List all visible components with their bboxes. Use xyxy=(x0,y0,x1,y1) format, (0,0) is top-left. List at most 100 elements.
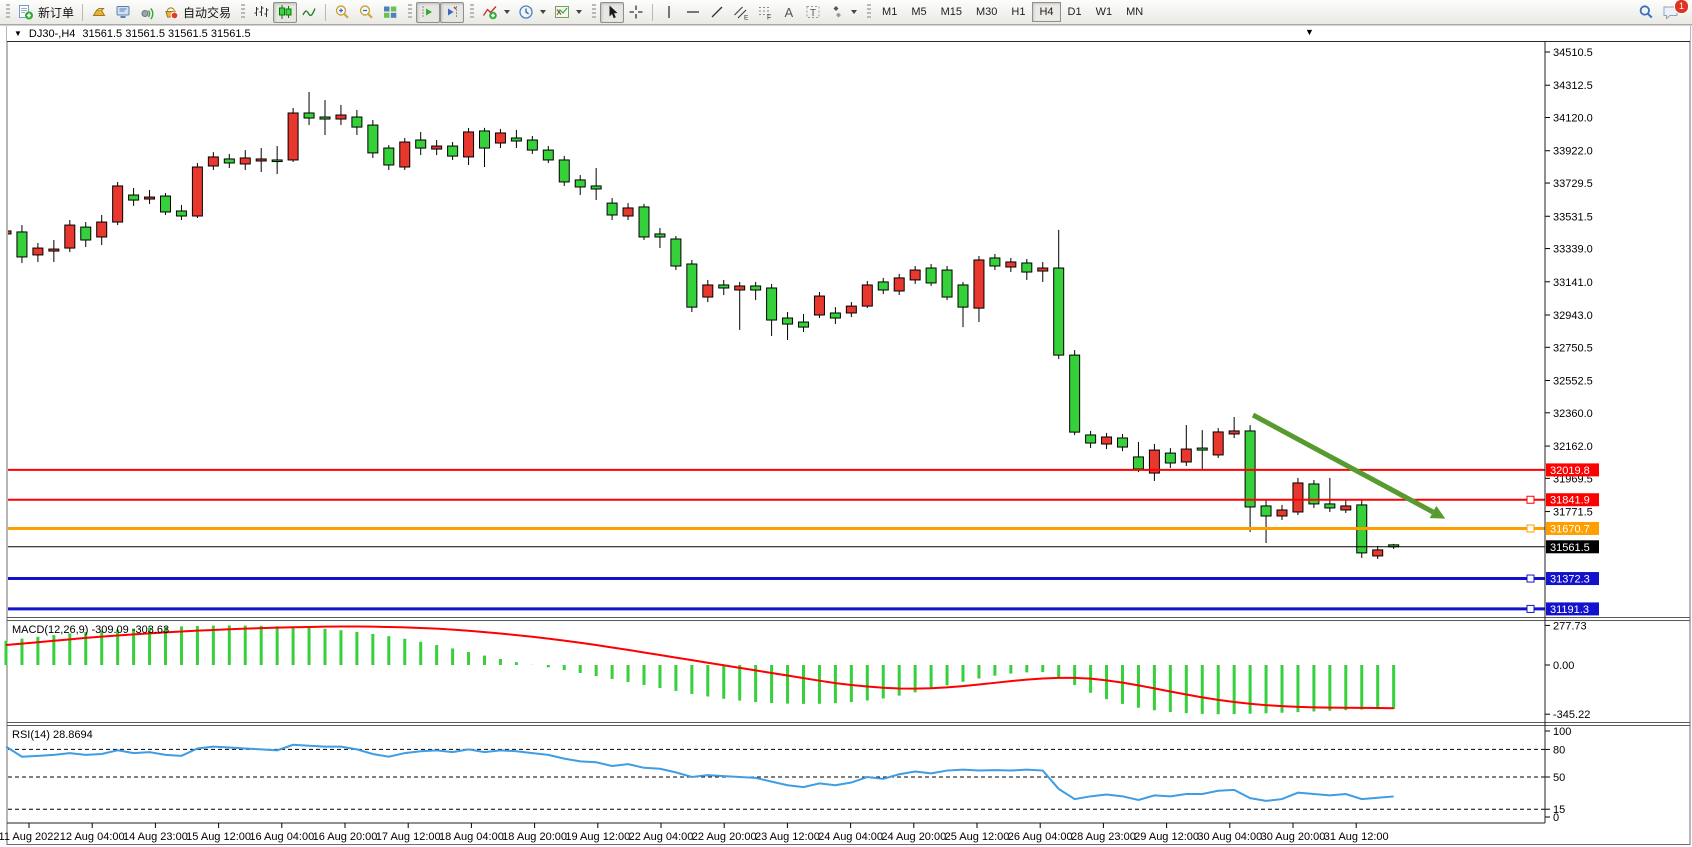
svg-text:31561.5: 31561.5 xyxy=(1550,542,1590,554)
timeframe-h1[interactable]: H1 xyxy=(1004,2,1032,22)
timeframe-m30[interactable]: M30 xyxy=(969,2,1004,22)
timeframe-m1[interactable]: M1 xyxy=(875,2,904,22)
fibonacci-button[interactable]: F xyxy=(753,2,777,23)
toolbar-grip[interactable] xyxy=(241,4,246,20)
indicators-button[interactable] xyxy=(478,2,514,23)
timeframe-mn[interactable]: MN xyxy=(1119,2,1150,22)
svg-text:31372.3: 31372.3 xyxy=(1550,574,1590,586)
timeframe-w1[interactable]: W1 xyxy=(1089,2,1120,22)
candlestick-chart-button[interactable] xyxy=(273,1,298,23)
cursor-button[interactable] xyxy=(600,1,625,23)
svg-text:33729.5: 33729.5 xyxy=(1553,178,1593,190)
indicators-icon xyxy=(482,4,498,20)
chart-shift-button[interactable] xyxy=(440,1,465,23)
svg-text:18 Aug 20:00: 18 Aug 20:00 xyxy=(502,831,567,843)
equidistant-channel-button[interactable]: E xyxy=(729,2,753,23)
auto-scroll-icon xyxy=(420,4,436,20)
macd-pane[interactable]: MACD(12,26,9) -309.09 -303.63 277.73 0.00 -… xyxy=(4,620,1590,721)
search-button[interactable] xyxy=(1634,2,1658,23)
svg-text:34120.0: 34120.0 xyxy=(1553,113,1593,125)
toolbar-separator xyxy=(652,3,654,21)
svg-text:E: E xyxy=(744,15,749,21)
toolbar-grip[interactable] xyxy=(6,4,10,20)
bar-chart-icon xyxy=(253,4,269,20)
cursor-icon xyxy=(604,4,620,20)
svg-text:17 Aug 12:00: 17 Aug 12:00 xyxy=(376,831,441,843)
svg-text:0.00: 0.00 xyxy=(1553,660,1574,672)
svg-text:-345.22: -345.22 xyxy=(1553,709,1590,721)
vertical-line-button[interactable] xyxy=(657,2,681,23)
level-line-31191.3[interactable]: 31191.3 xyxy=(8,602,1599,616)
chart-menu-caret-icon[interactable]: ▼ xyxy=(14,28,22,38)
templates-button[interactable] xyxy=(550,2,586,23)
toolbar-separator xyxy=(325,3,327,21)
bar-chart-button[interactable] xyxy=(249,2,273,23)
text-tool-button[interactable]: A xyxy=(777,2,801,23)
zoom-out-button[interactable] xyxy=(354,2,378,23)
market-watch-button[interactable] xyxy=(87,2,111,23)
toolbar-grip[interactable] xyxy=(470,4,475,20)
auto-trading-button[interactable]: 自动交易 xyxy=(159,2,235,23)
arrows-tool-button[interactable] xyxy=(825,2,861,23)
toolbar-grip[interactable] xyxy=(867,4,872,20)
alerts-button[interactable] xyxy=(135,2,159,23)
terminal-button[interactable] xyxy=(111,2,135,23)
svg-text:31191.3: 31191.3 xyxy=(1550,604,1589,616)
macd-signal-line xyxy=(5,625,1394,710)
svg-text:32360.0: 32360.0 xyxy=(1553,408,1593,420)
auto-scroll-button[interactable] xyxy=(416,1,441,23)
zoom-in-button[interactable] xyxy=(330,2,354,23)
line-chart-button[interactable] xyxy=(297,2,321,23)
timeframe-m5[interactable]: M5 xyxy=(904,2,933,22)
svg-text:50: 50 xyxy=(1553,772,1565,784)
toolbar-grip[interactable] xyxy=(592,4,597,20)
svg-text:19 Aug 12:00: 19 Aug 12:00 xyxy=(565,831,630,843)
rsi-pane[interactable]: RSI(14) 28.8694 100 80 50 150 xyxy=(5,726,1571,824)
crosshair-button[interactable] xyxy=(624,2,648,23)
chart-area[interactable]: 34510.5 34312.5 34120.0 33922.0 33729.5 33531… xyxy=(0,26,1692,847)
svg-text:33922.0: 33922.0 xyxy=(1553,146,1593,158)
notification-badge: 1 xyxy=(1674,0,1689,14)
new-order-button[interactable]: 新订单 xyxy=(14,2,78,23)
horizontal-line-icon xyxy=(685,4,701,20)
candlestick-chart-icon xyxy=(277,4,293,20)
gold-ingot-icon xyxy=(91,4,107,20)
svg-text:32750.5: 32750.5 xyxy=(1553,342,1593,354)
level-line-31561.5[interactable]: 31561.5 xyxy=(8,540,1599,554)
level-line-31372.3[interactable]: 31372.3 xyxy=(8,572,1599,586)
level-line-32019.8[interactable]: 32019.8 xyxy=(8,463,1599,477)
chart-end-marker-icon[interactable]: ▼ xyxy=(1305,27,1314,37)
timeframe-m15[interactable]: M15 xyxy=(934,2,969,22)
zoom-in-icon xyxy=(334,4,350,20)
level-line-31841.9[interactable]: 31841.9 xyxy=(8,493,1599,507)
svg-text:0: 0 xyxy=(1553,812,1559,824)
svg-text:30 Aug 04:00: 30 Aug 04:00 xyxy=(1197,831,1262,843)
label-tool-button[interactable]: T xyxy=(801,2,825,23)
trend-arrow[interactable] xyxy=(1251,412,1446,519)
label-tool-icon: T xyxy=(805,4,821,20)
svg-text:31841.9: 31841.9 xyxy=(1550,495,1590,507)
toolbar-grip[interactable] xyxy=(408,4,413,20)
level-line-31670.7[interactable]: 31670.7 xyxy=(8,521,1599,536)
timeframe-h4[interactable]: H4 xyxy=(1032,2,1061,22)
tile-windows-icon xyxy=(382,4,398,20)
dropdown-caret-icon xyxy=(504,10,511,14)
svg-text:23 Aug 12:00: 23 Aug 12:00 xyxy=(755,831,820,843)
price-axis: 34510.5 34312.5 34120.0 33922.0 33729.5 33531… xyxy=(1545,47,1593,519)
chart-title-bar[interactable]: ▼ DJ30-,H4 31561.5 31561.5 31561.5 31561… xyxy=(7,26,1690,42)
svg-text:33531.5: 33531.5 xyxy=(1553,211,1593,223)
periods-button[interactable] xyxy=(514,2,550,23)
svg-text:24 Aug 04:00: 24 Aug 04:00 xyxy=(818,831,883,843)
trendline-button[interactable] xyxy=(705,2,729,23)
tile-windows-button[interactable] xyxy=(378,2,402,23)
template-icon xyxy=(554,4,570,20)
vertical-line-icon xyxy=(661,4,677,20)
terminal-icon xyxy=(115,4,131,20)
timeframe-d1[interactable]: D1 xyxy=(1061,2,1089,22)
svg-text:16 Aug 04:00: 16 Aug 04:00 xyxy=(249,831,314,843)
svg-text:24 Aug 20:00: 24 Aug 20:00 xyxy=(881,831,946,843)
channel-icon: E xyxy=(733,4,749,20)
toolbar: 新订单 自动交易 E F A T M1 M5 M15 M30 H1 H4 D1 W1 MN 1 xyxy=(0,0,1692,25)
horizontal-line-button[interactable] xyxy=(681,2,705,23)
